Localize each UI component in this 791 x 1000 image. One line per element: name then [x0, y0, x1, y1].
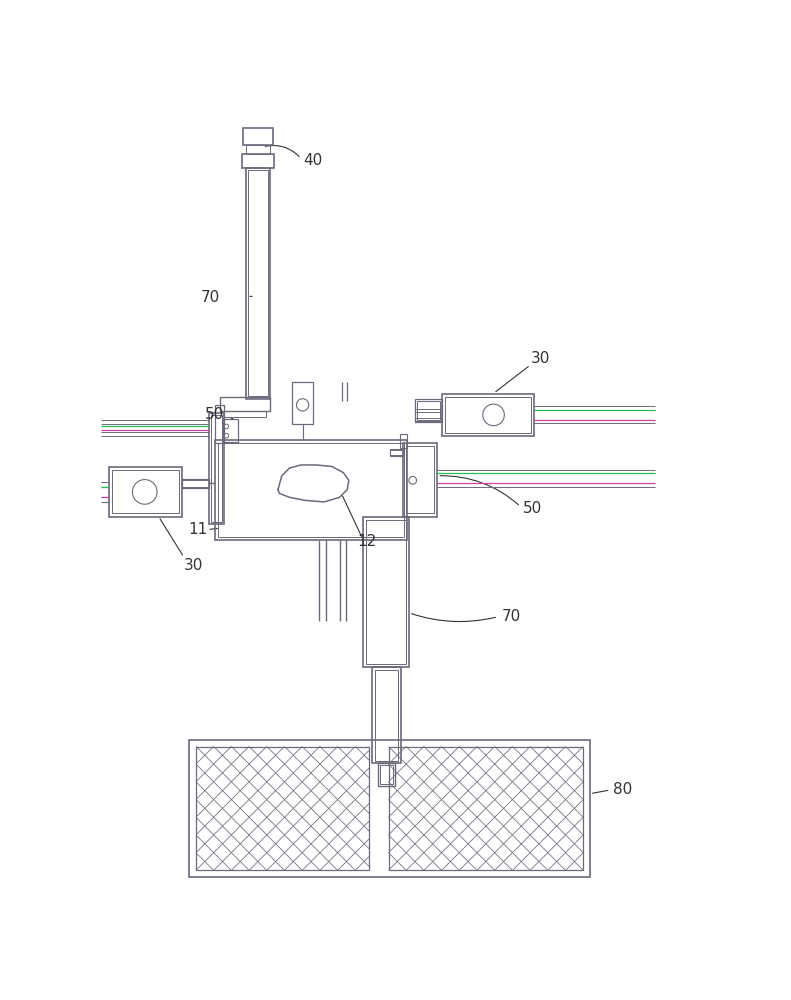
- Bar: [442, 394, 535, 436]
- Bar: [362, 517, 409, 667]
- Bar: [189, 740, 590, 877]
- Text: 11: 11: [188, 522, 207, 537]
- Text: 80: 80: [613, 782, 632, 797]
- Bar: [244, 128, 273, 145]
- Bar: [108, 466, 182, 517]
- Bar: [246, 168, 271, 399]
- FancyArrowPatch shape: [496, 367, 528, 392]
- Bar: [218, 443, 404, 537]
- Bar: [399, 434, 407, 448]
- Bar: [215, 440, 407, 540]
- Bar: [389, 747, 583, 870]
- Text: 40: 40: [304, 153, 323, 168]
- Polygon shape: [278, 465, 349, 502]
- FancyArrowPatch shape: [440, 476, 518, 505]
- Text: 12: 12: [358, 534, 377, 549]
- Bar: [375, 670, 398, 761]
- FancyArrowPatch shape: [265, 146, 299, 156]
- Bar: [182, 480, 209, 487]
- Text: 70: 70: [501, 609, 520, 624]
- Text: 50: 50: [523, 501, 542, 516]
- Bar: [224, 411, 267, 417]
- Bar: [209, 413, 224, 524]
- Bar: [222, 419, 238, 442]
- Bar: [418, 401, 440, 420]
- Text: 30: 30: [531, 351, 550, 366]
- Bar: [211, 415, 221, 522]
- Bar: [378, 763, 395, 786]
- FancyArrowPatch shape: [341, 492, 361, 536]
- Bar: [215, 405, 224, 443]
- Bar: [182, 479, 209, 488]
- FancyArrowPatch shape: [411, 614, 495, 622]
- Bar: [248, 170, 268, 396]
- Bar: [292, 382, 313, 424]
- Bar: [242, 154, 274, 168]
- Bar: [112, 470, 179, 513]
- Text: 30: 30: [184, 558, 203, 573]
- Bar: [380, 765, 392, 784]
- Bar: [246, 145, 271, 154]
- Bar: [372, 667, 401, 763]
- Bar: [403, 443, 437, 517]
- Bar: [406, 446, 434, 513]
- FancyArrowPatch shape: [160, 519, 183, 555]
- FancyArrowPatch shape: [592, 790, 607, 793]
- Bar: [390, 449, 403, 456]
- Bar: [445, 397, 532, 433]
- Text: 50: 50: [205, 407, 224, 422]
- Text: 70: 70: [201, 290, 220, 305]
- Bar: [365, 520, 406, 664]
- Bar: [415, 399, 442, 422]
- Bar: [391, 450, 403, 455]
- Bar: [220, 397, 271, 411]
- Bar: [196, 747, 369, 870]
